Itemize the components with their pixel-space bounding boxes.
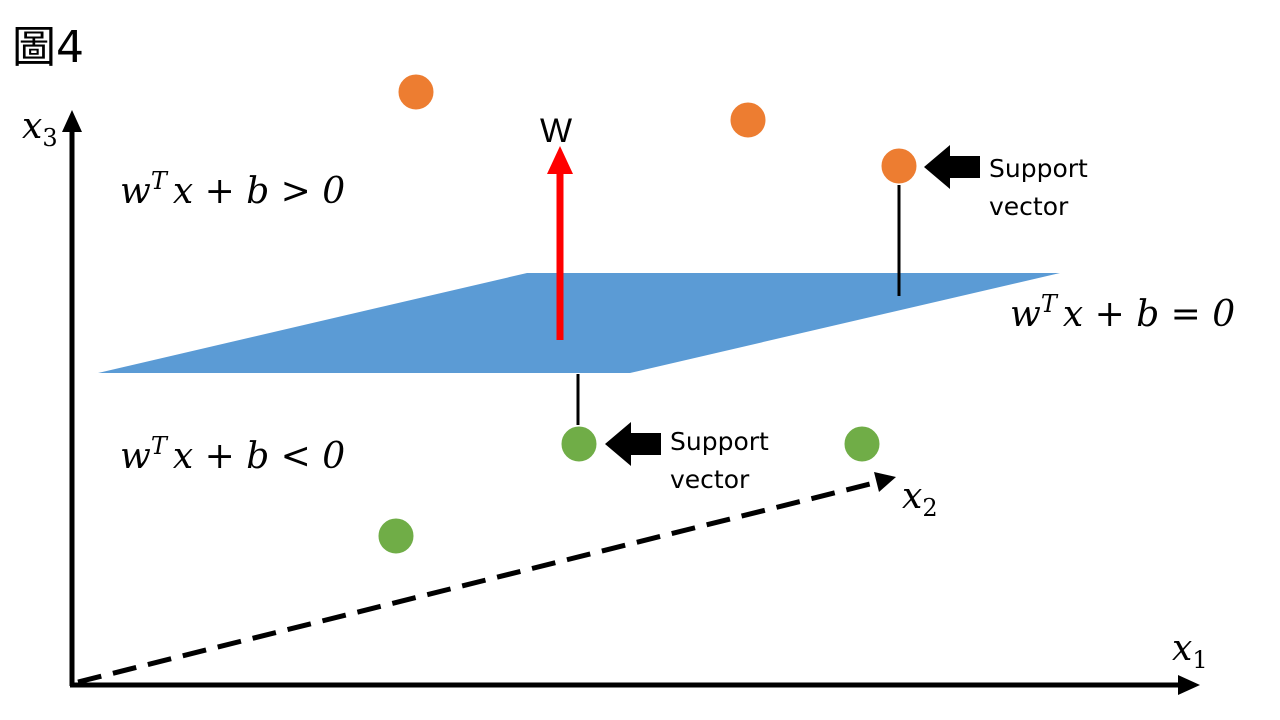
support-vector-top-line1: Support bbox=[989, 154, 1088, 183]
axis-x3-arrowhead bbox=[62, 110, 82, 132]
axis-x2-arrowhead bbox=[874, 472, 896, 492]
normal-vector bbox=[547, 146, 573, 340]
support-vector-top-line2: vector bbox=[989, 192, 1069, 221]
equation-hyperplane: wT x + b = 0 bbox=[1010, 290, 1235, 335]
negative-point bbox=[843, 425, 881, 463]
negative-support-vector-point bbox=[560, 425, 598, 463]
positive-point bbox=[729, 101, 767, 139]
axis-x3 bbox=[62, 110, 82, 686]
axis-x2-label: x2 bbox=[902, 476, 938, 522]
equation-positive-region: wT x + b > 0 bbox=[120, 167, 345, 212]
support-vector-bottom-arrow-icon bbox=[605, 422, 661, 466]
positive-point bbox=[397, 73, 435, 111]
positive-support-vector-point bbox=[880, 147, 918, 185]
negative-point bbox=[377, 517, 415, 555]
axis-x3-label: x3 bbox=[22, 106, 58, 152]
support-vector-bottom-line1: Support bbox=[670, 427, 769, 456]
axis-x1-arrowhead bbox=[1178, 675, 1200, 695]
normal-vector-arrowhead bbox=[547, 146, 573, 174]
hyperplane bbox=[98, 273, 1060, 373]
support-vector-top-arrow-icon bbox=[924, 145, 980, 189]
axis-x1-label: x1 bbox=[1172, 628, 1208, 674]
normal-vector-label: W bbox=[540, 112, 572, 150]
equation-negative-region: wT x + b < 0 bbox=[120, 432, 345, 477]
support-vector-bottom-line2: vector bbox=[670, 465, 750, 494]
axis-x2 bbox=[77, 472, 896, 685]
figure-title: 圖4 bbox=[12, 22, 84, 73]
axis-x1 bbox=[70, 675, 1200, 695]
